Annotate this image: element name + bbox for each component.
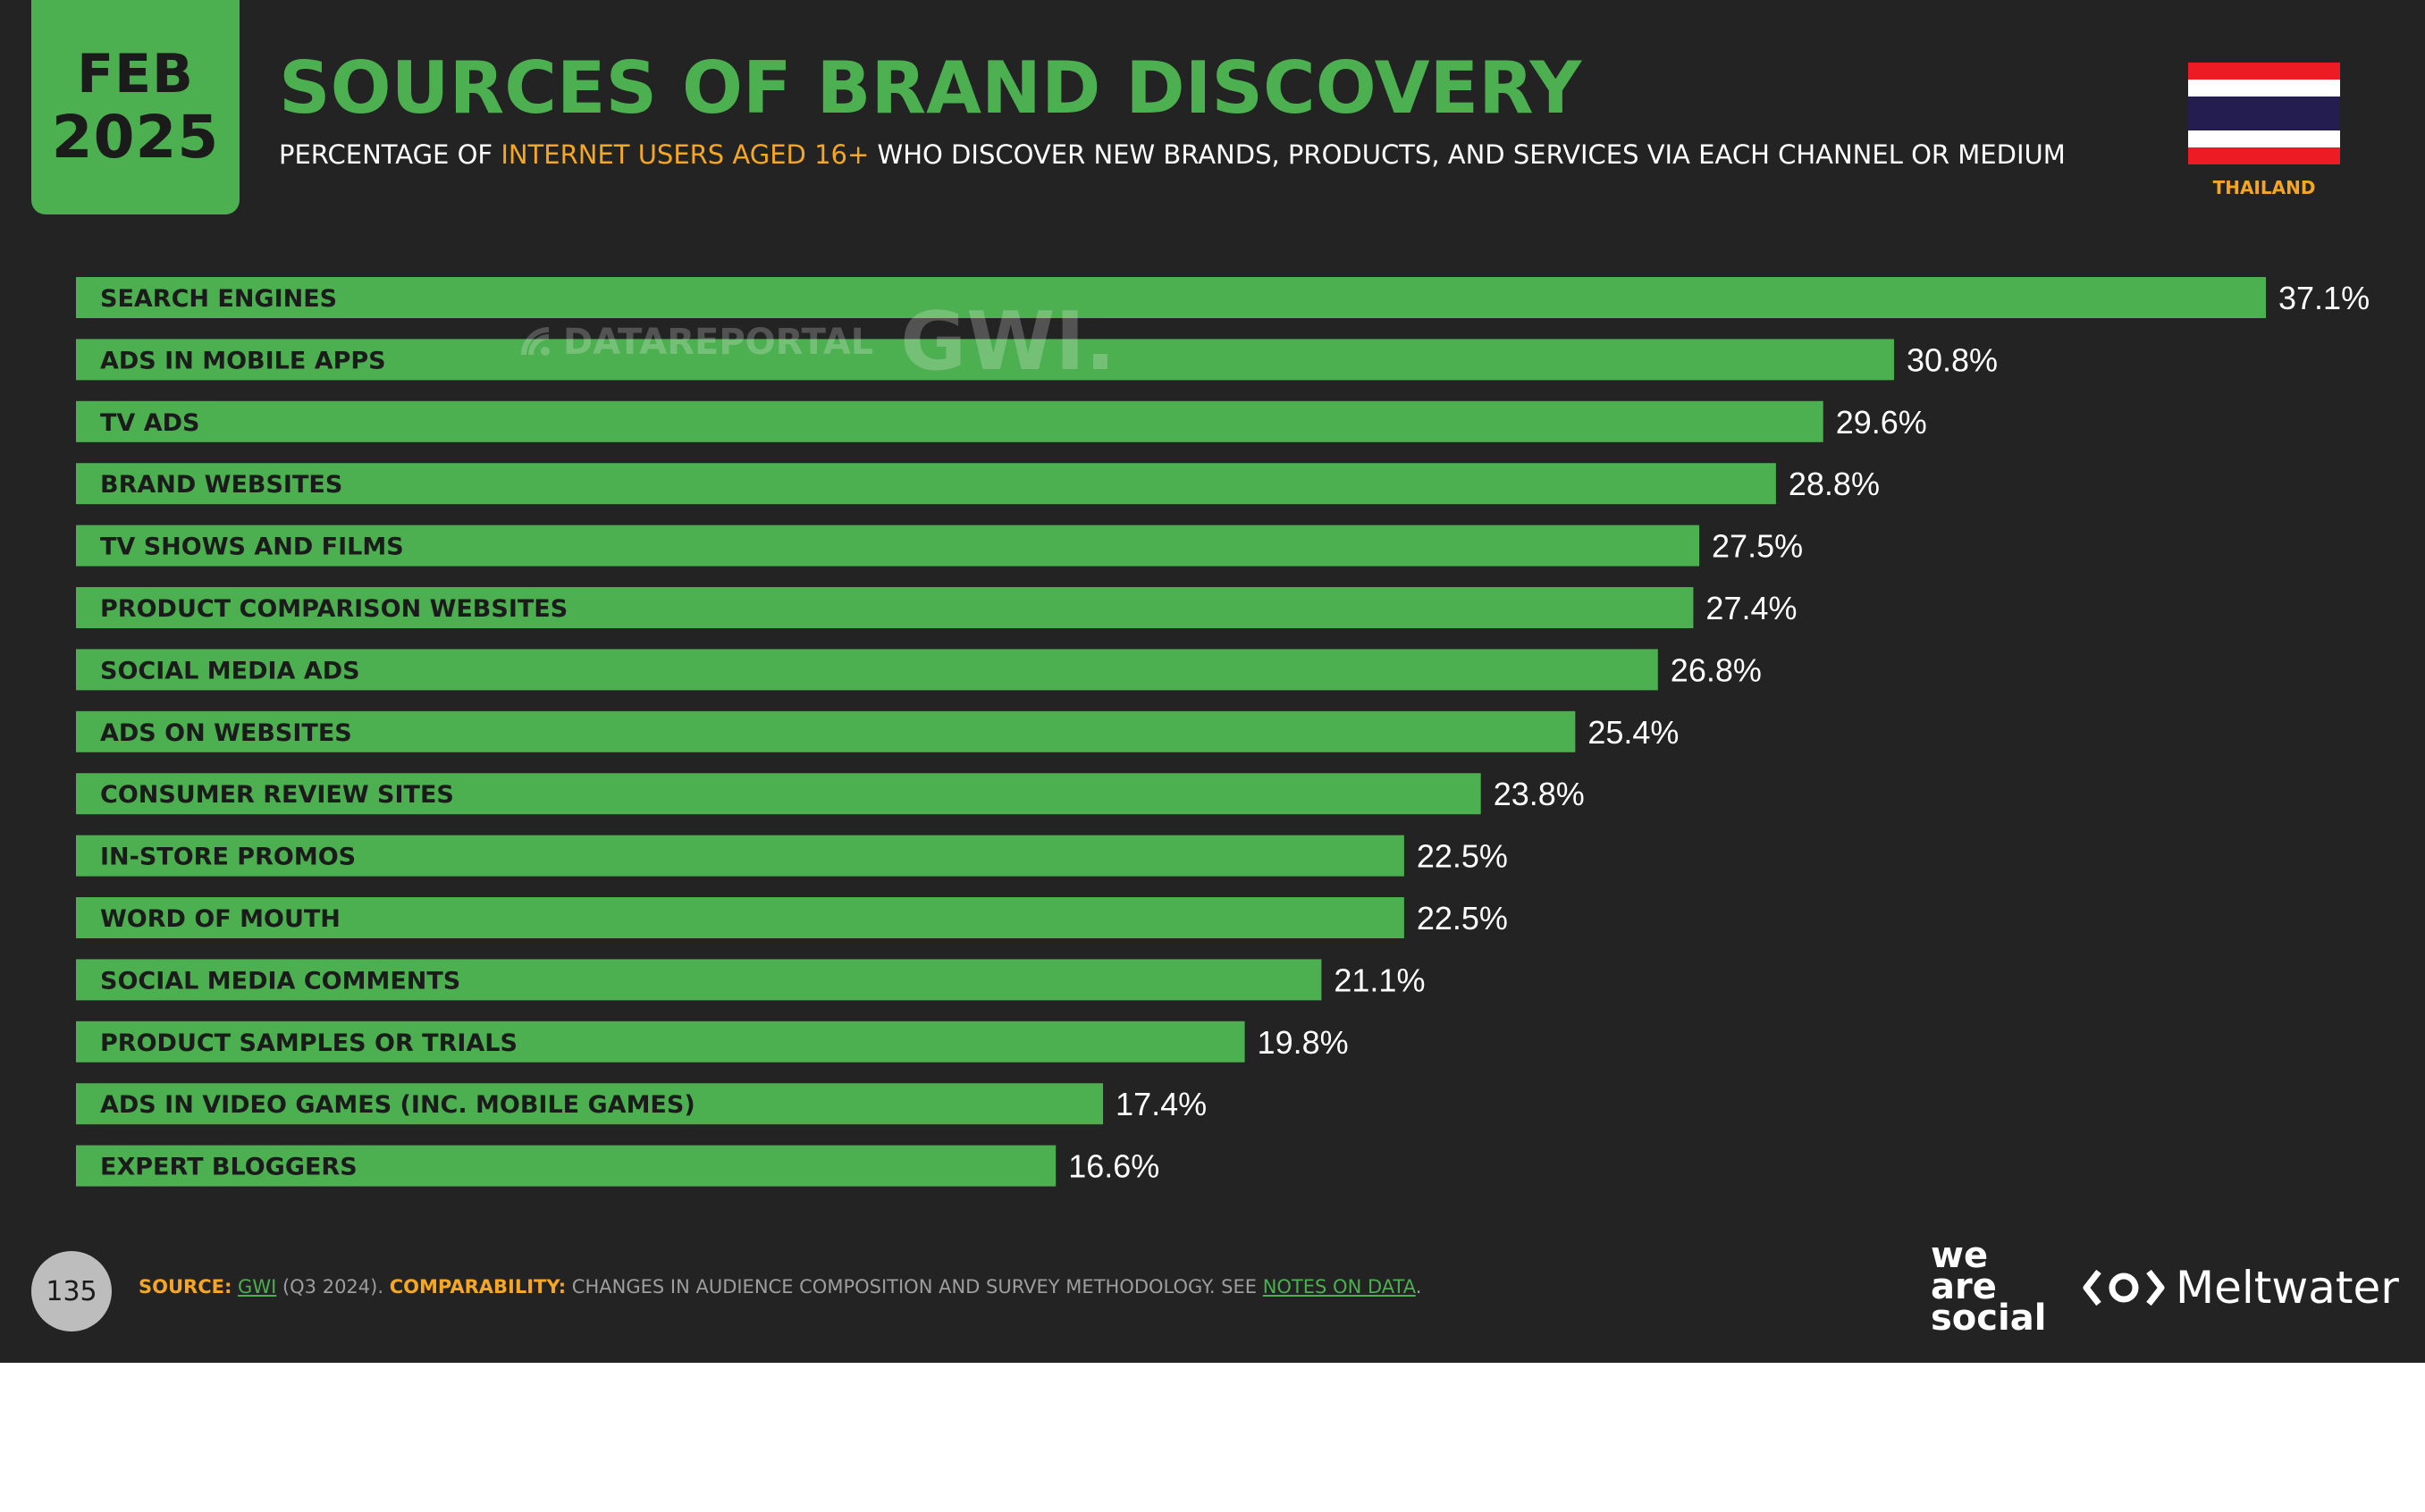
meltwater-mark-icon (2083, 1269, 2165, 1306)
bar (76, 400, 1823, 442)
bar-category-label: BRAND WEBSITES (100, 471, 342, 499)
bar (76, 959, 1322, 1001)
bar (76, 339, 1894, 381)
bar (76, 277, 2266, 318)
bar (76, 587, 1694, 628)
date-month: FEB (77, 43, 194, 105)
bar-value-label: 17.4% (1116, 1086, 1207, 1122)
bar-category-label: CONSUMER REVIEW SITES (100, 781, 454, 809)
source-key: SOURCE: (139, 1276, 232, 1298)
we-are-social-line-1: we (1931, 1235, 1989, 1276)
bar-value-label: 27.5% (1712, 528, 1803, 565)
bar-value-label: 30.8% (1907, 341, 1998, 378)
subtitle-post: WHO DISCOVER NEW BRANDS, PRODUCTS, AND S… (869, 139, 2066, 170)
bar-category-label: EXPERT BLOGGERS (100, 1154, 358, 1181)
comparability-text: CHANGES IN AUDIENCE COMPOSITION AND SURV… (566, 1276, 1263, 1298)
page-subtitle: PERCENTAGE OF INTERNET USERS AGED 16+ WH… (279, 139, 2066, 170)
comparability-key: COMPARABILITY: (389, 1276, 567, 1298)
bar (76, 649, 1658, 691)
meltwater-logo: Meltwater (2083, 1262, 2399, 1314)
source-rest: (Q3 2024). (276, 1276, 390, 1298)
bar-value-label: 16.6% (1068, 1148, 1159, 1185)
bar-category-label: WORD OF MOUTH (100, 905, 341, 933)
bar-value-label: 22.5% (1417, 838, 1508, 875)
bar-value-label: 28.8% (1789, 466, 1880, 502)
date-badge: FEB 2025 (31, 0, 240, 214)
bar-value-label: 26.8% (1671, 651, 1762, 688)
bar-category-label: TV SHOWS AND FILMS (100, 533, 404, 561)
date-year: 2025 (51, 103, 220, 172)
bar (76, 463, 1776, 505)
subtitle-highlight: INTERNET USERS AGED 16+ (501, 139, 870, 170)
thailand-flag-icon (2188, 63, 2340, 164)
bar-category-label: SOCIAL MEDIA COMMENTS (100, 967, 460, 995)
bar-value-label: 25.4% (1587, 714, 1679, 751)
bar-value-label: 29.6% (1836, 404, 1927, 441)
bar-value-label: 22.5% (1417, 900, 1508, 937)
source-note: SOURCE: GWI (Q3 2024). COMPARABILITY: CH… (139, 1276, 1421, 1298)
bar (76, 1145, 1057, 1187)
source-link[interactable]: GWI (238, 1276, 277, 1298)
slide: FEB 2025 SOURCES OF BRAND DISCOVERY PERC… (0, 0, 2425, 1363)
bar-category-label: ADS ON WEBSITES (100, 719, 352, 747)
notes-end: . (1415, 1276, 1422, 1298)
country-label: THAILAND (2212, 177, 2316, 198)
page-number: 135 (31, 1251, 112, 1331)
bar-category-label: TV ADS (100, 409, 199, 437)
we-are-social-line-3: social (1931, 1298, 2047, 1340)
bar (76, 897, 1404, 938)
bar-category-label: SEARCH ENGINES (100, 285, 337, 313)
bar (76, 710, 1576, 752)
bar-chart: SEARCH ENGINES 37.1% ADS IN MOBILE APPS 30.… (76, 277, 2370, 1187)
page-title: SOURCES OF BRAND DISCOVERY (279, 46, 1582, 130)
meltwater-text: Meltwater (2176, 1262, 2399, 1314)
bar-value-label: 19.8% (1258, 1024, 1349, 1061)
bar (76, 1021, 1245, 1063)
bar (76, 525, 1700, 567)
bar-category-label: ADS IN MOBILE APPS (100, 347, 386, 374)
bar-value-label: 23.8% (1494, 776, 1585, 812)
bar-category-label: IN-STORE PROMOS (100, 844, 356, 871)
bar (76, 835, 1404, 877)
notes-on-data-link[interactable]: NOTES ON DATA (1262, 1276, 1416, 1298)
bar-category-label: PRODUCT SAMPLES OR TRIALS (100, 1029, 518, 1057)
bar-category-label: SOCIAL MEDIA ADS (100, 657, 360, 685)
bar-value-label: 21.1% (1334, 962, 1425, 998)
bar-category-label: PRODUCT COMPARISON WEBSITES (100, 595, 568, 623)
bar-value-label: 27.4% (1705, 590, 1797, 626)
bar-category-label: ADS IN VIDEO GAMES (INC. MOBILE GAMES) (100, 1091, 695, 1119)
bar-value-label: 37.1% (2278, 280, 2370, 316)
subtitle-pre: PERCENTAGE OF (279, 139, 501, 170)
we-are-social-logo: we are social (1931, 1235, 2047, 1340)
we-are-social-line-2: are (1931, 1266, 1997, 1308)
bar (76, 1083, 1104, 1125)
bar (76, 773, 1481, 815)
